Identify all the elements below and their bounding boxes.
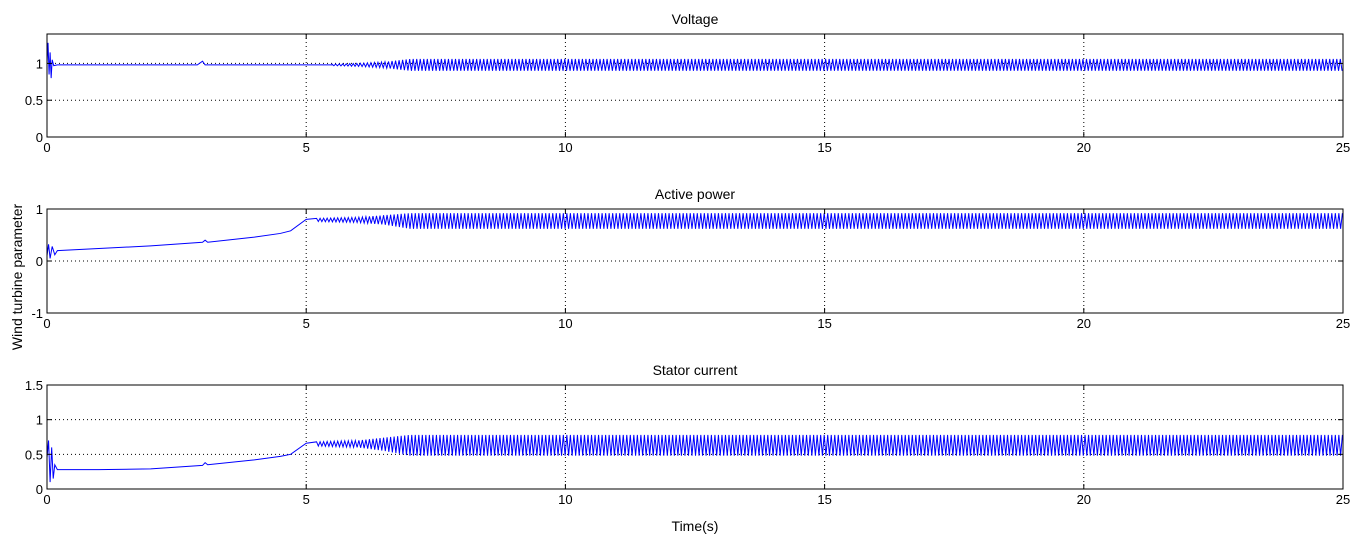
voltage-xtick-label: 20 <box>1077 140 1091 155</box>
voltage-ytick-label: 0.5 <box>25 93 43 108</box>
active-power-xtick-label: 15 <box>817 316 831 331</box>
stator-current-title: Stator current <box>653 362 738 378</box>
active-power-series-line <box>47 213 1343 259</box>
stator-current-ytick-label: 1.5 <box>25 378 43 393</box>
voltage-title: Voltage <box>672 11 719 27</box>
voltage-series-line <box>47 42 1343 79</box>
active-power-ytick-label: 1 <box>36 202 43 217</box>
voltage-axes-frame <box>46 33 1344 138</box>
active-power-title: Active power <box>655 186 735 202</box>
subplot-voltage: 0 5 10 15 20 25 0 0.5 1 Voltage <box>25 11 1350 155</box>
active-power-ytick-label: 0 <box>36 254 43 269</box>
active-power-xtick-label: 5 <box>303 316 310 331</box>
stator-current-axes-frame <box>46 384 1344 490</box>
active-power-xtick-label: 10 <box>558 316 572 331</box>
voltage-xtick-label: 25 <box>1336 140 1350 155</box>
active-power-xtick-label: 0 <box>43 316 50 331</box>
active-power-xtick-label: 25 <box>1336 316 1350 331</box>
voltage-xtick-label: 0 <box>43 140 50 155</box>
active-power-xtick-label: 20 <box>1077 316 1091 331</box>
stator-current-xtick-label: 15 <box>817 492 831 507</box>
stator-current-xtick-label: 20 <box>1077 492 1091 507</box>
subplot-stator-current: 0 5 10 15 20 25 0 0.5 1 1.5 Stator current <box>25 362 1350 507</box>
stator-current-xtick-label: 5 <box>303 492 310 507</box>
voltage-ytick-label: 0 <box>36 130 43 145</box>
figure-xlabel: Time(s) <box>672 518 719 534</box>
stator-current-ytick-label: 0 <box>36 482 43 497</box>
active-power-ytick-label: -1 <box>31 306 43 321</box>
figure-ylabel: Wind turbine parameter <box>9 204 25 351</box>
stator-current-xtick-label: 10 <box>558 492 572 507</box>
voltage-plot-area <box>47 34 1343 137</box>
voltage-ytick-label: 1 <box>36 56 43 71</box>
stator-current-ytick-label: 0.5 <box>25 447 43 462</box>
stator-current-xtick-label: 0 <box>43 492 50 507</box>
stator-current-xtick-label: 25 <box>1336 492 1350 507</box>
stator-current-series-line <box>47 434 1343 483</box>
voltage-xtick-label: 5 <box>303 140 310 155</box>
voltage-xtick-label: 10 <box>558 140 572 155</box>
stator-current-ytick-label: 1 <box>36 413 43 428</box>
voltage-xtick-label: 15 <box>817 140 831 155</box>
